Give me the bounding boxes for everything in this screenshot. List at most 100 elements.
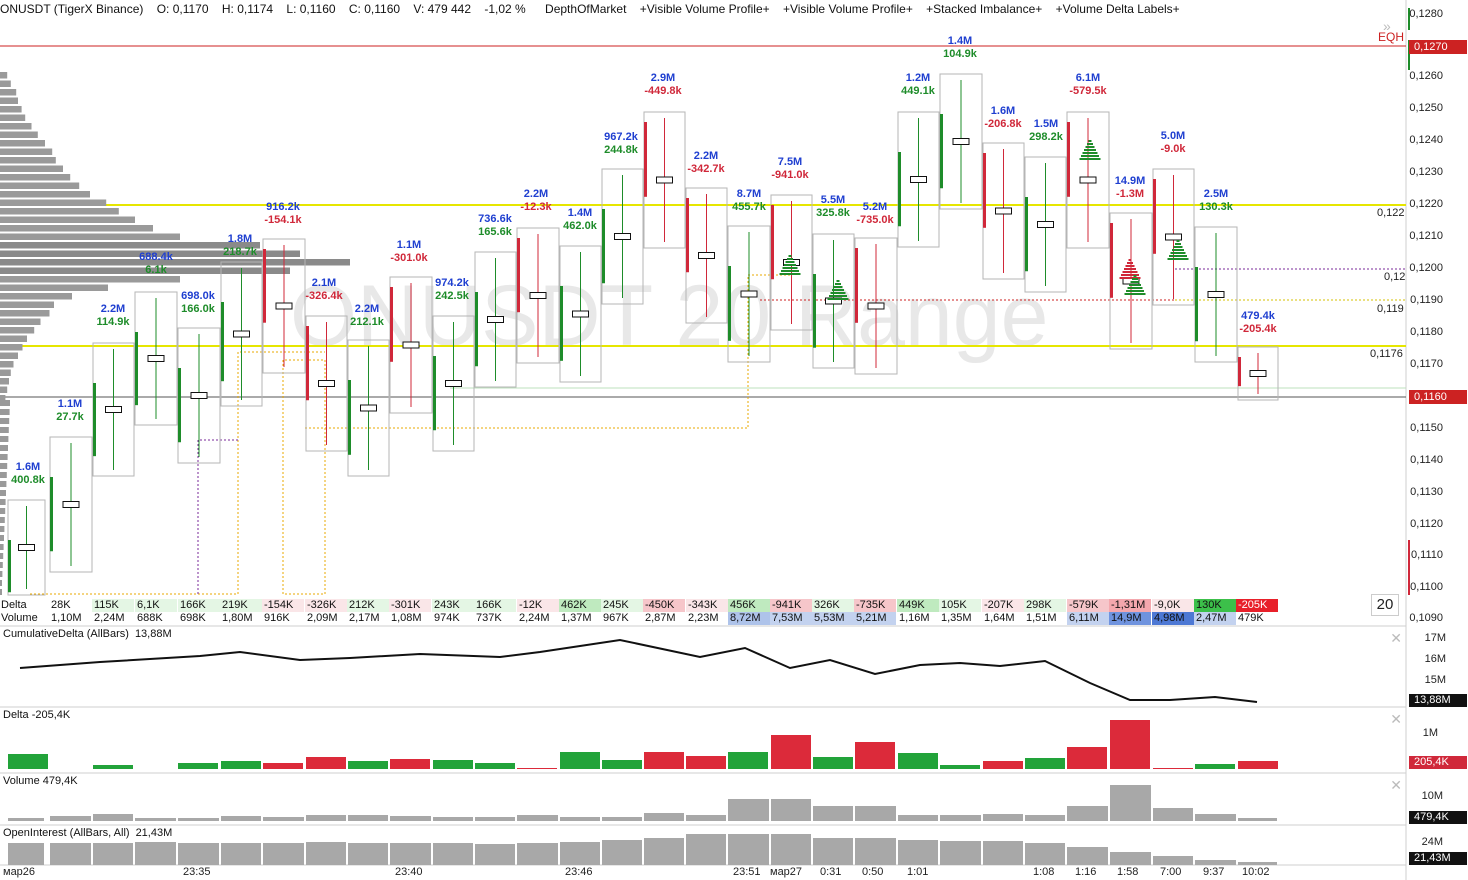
- collapse-arrows-icon[interactable]: »: [1383, 18, 1391, 34]
- bar-delta-label: 130.3k: [1199, 201, 1234, 213]
- cumdelta-tick-16m: 16M: [1424, 653, 1446, 665]
- delta-bar: [1110, 720, 1150, 769]
- indicator-dom[interactable]: DepthOfMarket: [545, 2, 627, 16]
- range-bar[interactable]: [1152, 168, 1195, 306]
- range-bar[interactable]: [389, 276, 433, 414]
- oi-bar: [93, 843, 133, 865]
- indicator-stacked-imbalance[interactable]: +Stacked Imbalance+: [926, 2, 1043, 16]
- price-tick: 0,1130: [1410, 486, 1443, 498]
- volume-bar: [602, 817, 642, 821]
- range-bar[interactable]: [474, 251, 517, 388]
- chart-watermark: ONUSDT 20 Range: [290, 268, 1048, 364]
- cumdelta-tag: 13,88M: [1409, 694, 1467, 707]
- range-bar[interactable]: [643, 111, 686, 249]
- range-bar[interactable]: [347, 339, 390, 477]
- low-value: L: 0,1160: [286, 2, 336, 16]
- bar-delta-label: -206.8k: [984, 118, 1022, 130]
- indicator-vvp-2[interactable]: +Visible Volume Profile+: [782, 2, 913, 16]
- bar-delta-label: 400.8k: [11, 474, 46, 486]
- oi-bar: [221, 843, 261, 865]
- volume-bar: [898, 815, 938, 821]
- time-label: 1:16: [1075, 866, 1097, 878]
- profile-bar: [0, 589, 2, 595]
- table-volume-label: Volume: [1, 612, 38, 624]
- range-bar[interactable]: [92, 342, 135, 477]
- volume-close-icon[interactable]: ✕: [1390, 777, 1402, 793]
- range-bar[interactable]: [1194, 226, 1238, 363]
- profile-bar: [0, 293, 72, 300]
- oi-bar: [1238, 862, 1277, 865]
- cumdelta-close-icon[interactable]: ✕: [1390, 630, 1402, 646]
- indicator-volume-delta-labels[interactable]: +Volume Delta Labels+: [1055, 2, 1180, 16]
- oi-bar: [644, 838, 684, 865]
- range-bar[interactable]: [685, 187, 728, 324]
- bar-volume-label: 1.8M: [228, 233, 252, 245]
- bar-delta-label: 298.2k: [1029, 131, 1064, 143]
- profile-bar: [0, 242, 260, 249]
- range-bar[interactable]: [305, 315, 348, 452]
- profile-bar: [0, 199, 107, 206]
- volume-bar: [263, 817, 304, 821]
- range-bar[interactable]: [7, 499, 46, 596]
- volume-bar: [348, 815, 388, 821]
- range-bar[interactable]: [177, 327, 221, 464]
- delta-title-text: Delta: [3, 709, 29, 721]
- table-delta-cell: 130K: [1194, 599, 1236, 612]
- range-bar[interactable]: [134, 291, 178, 426]
- table-delta-cell: 115K: [92, 599, 134, 612]
- oi-bar: [1110, 852, 1151, 865]
- table-delta-cell: -450K: [643, 599, 685, 612]
- table-delta-cell: 245K: [601, 599, 643, 612]
- profile-bar: [0, 123, 32, 130]
- range-bar[interactable]: [262, 238, 306, 374]
- table-volume-cell: 2,87M: [645, 612, 676, 624]
- delta-bar: [1025, 758, 1065, 769]
- range-bar[interactable]: [601, 168, 644, 305]
- oi-panel-value: 21,43M: [135, 827, 173, 839]
- range-bar[interactable]: [49, 436, 93, 573]
- price-tick: 0,1200: [1409, 262, 1443, 274]
- range-bar[interactable]: [854, 237, 898, 375]
- range-bar[interactable]: [1024, 156, 1067, 293]
- profile-bar: [0, 436, 9, 442]
- oi-bar: [517, 843, 558, 865]
- eqh-label: EQH: [1378, 30, 1405, 44]
- profile-bar: [0, 97, 18, 104]
- bar-delta-label: 212.1k: [350, 316, 385, 328]
- table-delta-cell: -9,0K: [1152, 599, 1194, 612]
- delta-bar: [433, 760, 473, 769]
- time-label: 23:46: [565, 866, 593, 878]
- range-bar[interactable]: [1237, 346, 1279, 401]
- bar-volume-label: 916.2k: [266, 201, 301, 213]
- range-bar[interactable]: [432, 315, 475, 452]
- delta-tick-1m: 1M: [1422, 727, 1438, 739]
- bar-volume-label: 8.7M: [737, 188, 761, 200]
- time-label: 9:37: [1203, 866, 1225, 878]
- table-volume-cell: 2,23M: [688, 612, 719, 624]
- cumdelta-title: CumulativeDelta (AllBars) 13,88M: [3, 628, 178, 640]
- range-bar[interactable]: [982, 142, 1025, 280]
- range-bar[interactable]: [220, 261, 263, 407]
- range-bar[interactable]: [727, 225, 771, 363]
- time-label: 0:50: [862, 866, 884, 878]
- symbol-label[interactable]: ONUSDT (TigerX Binance): [0, 2, 144, 16]
- indicator-vvp-1[interactable]: +Visible Volume Profile+: [639, 2, 770, 16]
- range-bar[interactable]: [1066, 111, 1110, 249]
- range-bar[interactable]: [516, 227, 560, 364]
- bar-delta-label: -1.3M: [1116, 188, 1144, 200]
- price-tick: 0,1150: [1410, 422, 1443, 434]
- delta-close-icon[interactable]: ✕: [1390, 711, 1402, 727]
- delta-tag: 205,4K: [1409, 756, 1467, 769]
- range-size-box[interactable]: 20: [1371, 594, 1399, 616]
- range-bar[interactable]: [939, 73, 983, 210]
- delta-bar: [728, 752, 768, 769]
- volume-bar: [855, 806, 896, 821]
- table-volume-cell: 1,08M: [391, 612, 422, 624]
- delta-bar: [221, 761, 261, 769]
- range-bar[interactable]: [897, 111, 940, 248]
- bar-delta-label: -154.1k: [264, 214, 302, 226]
- range-bar[interactable]: [559, 245, 602, 383]
- delta-bar: [306, 757, 346, 769]
- volume-profile: [0, 72, 350, 595]
